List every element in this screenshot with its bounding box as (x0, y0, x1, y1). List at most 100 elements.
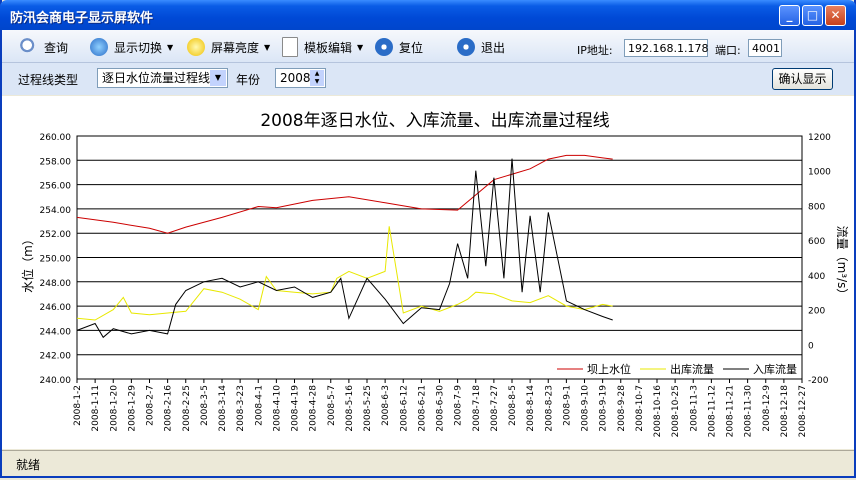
right-tick-label: 400 (808, 272, 825, 282)
status-bar: 就绪 (2, 450, 854, 475)
x-tick-label: 2008-10-16 (653, 385, 663, 438)
year-spinner[interactable]: 2008 ▲ ▼ (275, 68, 326, 88)
left-tick-label: 260.00 (40, 133, 72, 143)
right-tick-label: 600 (808, 237, 825, 247)
left-tick-label: 258.00 (40, 157, 72, 167)
curve-type-select[interactable]: 逐日水位流量过程线 ▼ (97, 68, 228, 88)
window-title: 防汛会商电子显示屏软件 (10, 11, 154, 26)
x-tick-label: 2008-2-16 (164, 385, 174, 432)
curve-type-label: 过程线类型 (18, 73, 79, 87)
left-axis-label: 水位（m） (20, 233, 35, 293)
close-button[interactable]: ✕ (825, 5, 846, 26)
legend-label: 入库流量 (753, 362, 797, 376)
x-tick-label: 2008-5-7 (327, 385, 337, 426)
x-tick-label: 2008-7-9 (454, 385, 464, 426)
x-tick-label: 2008-6-3 (381, 385, 391, 426)
x-tick-label: 2008-2-25 (182, 385, 192, 432)
chevron-down-icon: ▼ (167, 42, 174, 52)
x-tick-label: 2008-3-14 (218, 385, 228, 432)
confirm-display-button[interactable]: 确认显示 (772, 68, 833, 90)
spinner-arrows-icon[interactable]: ▲ ▼ (310, 70, 324, 86)
x-tick-label: 2008-8-5 (508, 385, 518, 426)
x-tick-label: 2008-11-12 (707, 385, 717, 437)
x-tick-label: 2008-1-2 (73, 385, 83, 426)
x-tick-label: 2008-9-10 (581, 385, 591, 432)
x-tick-label: 2008-12-27 (798, 385, 808, 437)
port-input[interactable]: 4001 (748, 39, 782, 57)
left-tick-label: 246.00 (40, 303, 72, 313)
lightbulb-icon (187, 38, 205, 56)
chevron-down-icon: ▼ (264, 42, 271, 52)
x-tick-label: 2008-9-28 (617, 385, 627, 432)
left-tick-label: 244.00 (40, 327, 72, 337)
x-axis: 2008-1-2 2008-1-11 2008-1-20 2008-1-29 2008-… (73, 379, 808, 437)
right-tick-label: 1000 (808, 168, 831, 178)
exit-button[interactable]: 退出 (457, 36, 505, 58)
right-tick-label: -200 (808, 376, 829, 386)
left-tick-label: 240.00 (40, 376, 72, 386)
right-axis: 1200 1000 800 600 400 200 0 -200 (808, 133, 831, 386)
chart-area: 2008年逐日水位、入库流量、出库流量过程线 260.00 258.00 256.0… (2, 96, 854, 449)
status-text: 就绪 (16, 458, 41, 472)
x-tick-label: 2008-11-3 (689, 385, 699, 432)
grid (76, 135, 803, 380)
magnifier-icon (20, 38, 38, 56)
x-tick-label: 2008-1-29 (127, 385, 137, 432)
x-tick-label: 2008-7-18 (472, 385, 482, 432)
display-switch-label: 显示切换 (114, 40, 163, 55)
display-switch-button[interactable]: 显示切换 ▼ (90, 36, 173, 58)
minimize-button[interactable]: _ (779, 5, 800, 26)
chart-title: 2008年逐日水位、入库流量、出库流量过程线 (260, 111, 609, 131)
filter-bar: 过程线类型 逐日水位流量过程线 ▼ 年份 2008 ▲ ▼ 确认显示 (2, 63, 854, 95)
title-bar: 防汛会商电子显示屏软件 _ □ ✕ (0, 0, 856, 30)
brightness-button[interactable]: 屏幕亮度 ▼ (187, 36, 270, 58)
template-edit-button[interactable]: 模板编辑 ▼ (282, 36, 363, 58)
x-tick-label: 2008-4-19 (291, 385, 301, 432)
x-tick-label: 2008-11-30 (744, 385, 754, 438)
port-label: 端口: (715, 44, 741, 57)
reset-button[interactable]: 复位 (375, 36, 423, 58)
exit-label: 退出 (481, 40, 506, 55)
right-tick-label: 0 (808, 341, 814, 351)
x-tick-label: 2008-6-30 (436, 385, 446, 432)
x-tick-label: 2008-4-1 (254, 385, 264, 426)
left-tick-label: 250.00 (40, 255, 72, 265)
x-tick-label: 2008-3-5 (200, 385, 210, 426)
left-tick-label: 242.00 (40, 352, 72, 362)
x-tick-label: 2008-7-27 (490, 385, 500, 432)
x-tick-label: 2008-6-12 (399, 385, 409, 432)
water-level-flow-chart: 2008年逐日水位、入库流量、出库流量过程线 260.00 258.00 256.0… (20, 111, 849, 437)
maximize-button[interactable]: □ (802, 5, 823, 26)
series-lines (76, 154, 613, 339)
exit-icon (457, 38, 475, 56)
reset-icon (375, 38, 393, 56)
query-label: 查询 (44, 40, 69, 55)
curve-type-value: 逐日水位流量过程线 (102, 71, 211, 85)
x-tick-label: 2008-8-23 (544, 385, 554, 432)
ip-address-input[interactable]: 192.168.1.178 (624, 39, 708, 57)
template-edit-label: 模板编辑 (304, 40, 353, 55)
x-tick-label: 2008-4-28 (309, 385, 319, 432)
x-tick-label: 2008-8-14 (526, 385, 536, 432)
brightness-label: 屏幕亮度 (211, 40, 260, 55)
year-value: 2008 (280, 71, 311, 85)
document-icon (282, 37, 298, 57)
year-label: 年份 (236, 73, 261, 87)
query-button[interactable]: 查询 (20, 36, 68, 58)
x-tick-label: 2008-5-16 (345, 385, 355, 432)
legend-label: 坝上水位 (587, 362, 631, 376)
water-level-line (76, 154, 613, 234)
right-tick-label: 1200 (808, 133, 831, 143)
left-tick-label: 252.00 (40, 230, 72, 240)
right-axis-label: 流量（m³/s） (835, 226, 849, 301)
x-tick-label: 2008-9-19 (599, 385, 609, 432)
x-tick-label: 2008-12-18 (780, 385, 790, 438)
chevron-down-icon: ▼ (357, 42, 364, 52)
x-tick-label: 2008-5-25 (363, 385, 373, 432)
x-tick-label: 2008-12-9 (762, 385, 772, 432)
monitor-icon (90, 38, 108, 56)
x-tick-label: 2008-2-7 (146, 385, 156, 426)
reset-label: 复位 (399, 40, 424, 55)
right-tick-label: 800 (808, 202, 825, 212)
